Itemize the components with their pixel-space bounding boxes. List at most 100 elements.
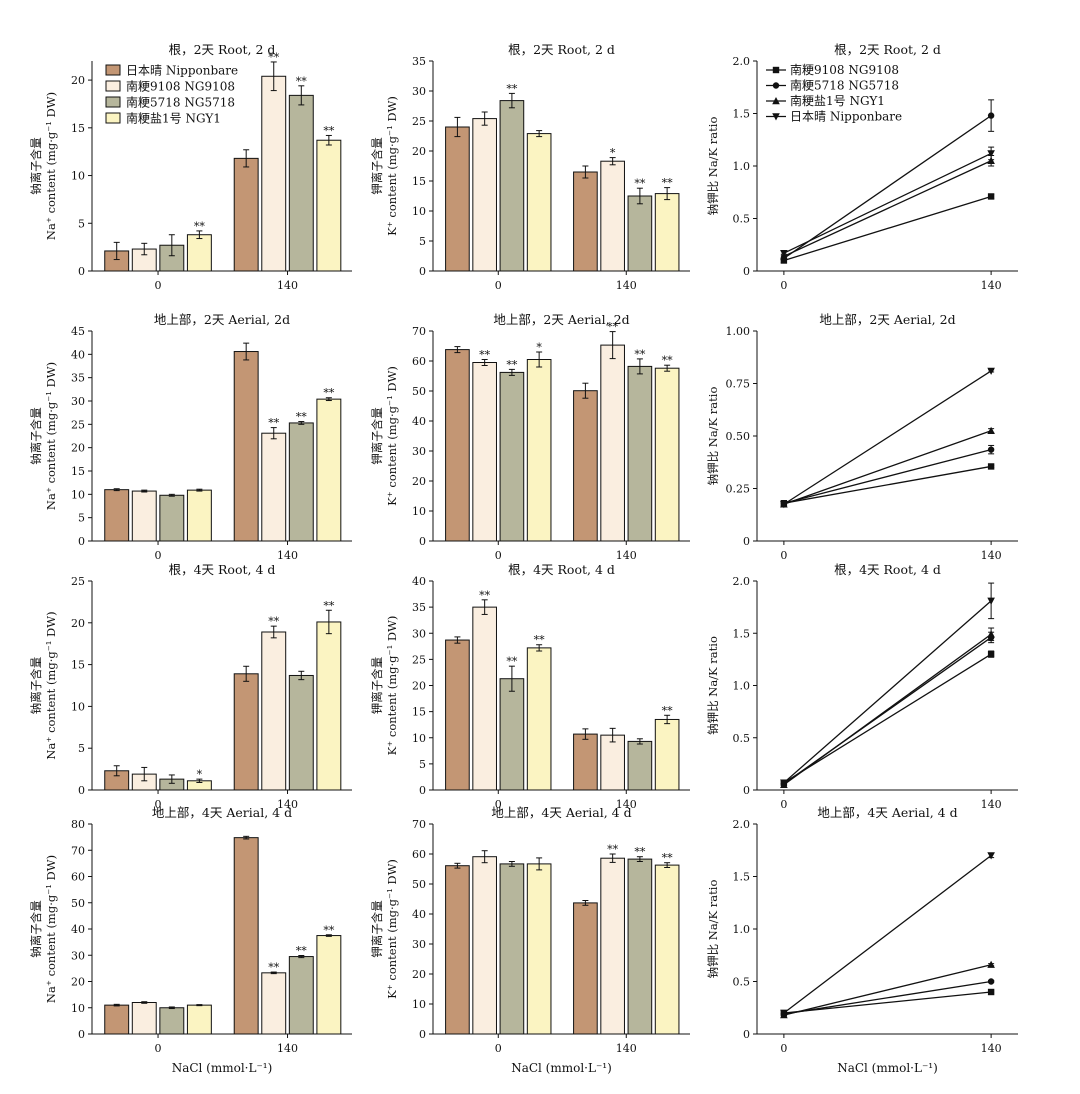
significance-label: ** xyxy=(607,321,619,334)
panel-title: 根，4天 Root, 4 d xyxy=(834,562,941,577)
y-tick-label: 60 xyxy=(412,355,426,368)
bar xyxy=(445,639,470,791)
significance-label: ** xyxy=(268,417,280,430)
y-tick-label: 50 xyxy=(412,878,426,891)
legend-swatch xyxy=(105,64,121,76)
legend-marker xyxy=(772,97,780,105)
y-tick-label: 1.5 xyxy=(733,871,751,884)
y-axis-label: 钾离子含量 xyxy=(370,407,384,465)
bar xyxy=(526,359,552,542)
y-tick-label: 30 xyxy=(412,445,426,458)
bar xyxy=(627,740,653,791)
y-tick-label: 0 xyxy=(743,784,750,797)
x-tick-label: 140 xyxy=(277,798,298,811)
y-tick-label: 45 xyxy=(71,325,85,338)
x-tick-label: 140 xyxy=(277,1042,298,1055)
y-tick-label: 30 xyxy=(412,938,426,951)
significance-label: ** xyxy=(506,358,518,371)
y-tick-label: 20 xyxy=(412,145,426,158)
y-tick-label: 25 xyxy=(71,575,85,588)
panel-title: 根，2天 Root, 2 d xyxy=(508,42,615,57)
series-line xyxy=(783,653,992,784)
panel-title: 根，2天 Root, 2 d xyxy=(834,42,941,57)
y-tick-label: 1.00 xyxy=(726,325,751,338)
y-tick-label: 60 xyxy=(412,848,426,861)
significance-label: ** xyxy=(323,387,335,400)
y-axis-label: 钠钾比 Na/K ratio xyxy=(706,636,720,735)
y-axis-label: 钠离子含量 xyxy=(29,407,43,465)
y-tick-label: 5 xyxy=(78,217,85,230)
data-point xyxy=(987,597,995,605)
y-tick-label: 0 xyxy=(78,535,85,548)
significance-label: ** xyxy=(268,615,280,628)
legend-swatch xyxy=(105,80,121,92)
y-tick-label: 20 xyxy=(71,617,85,630)
y-tick-label: 70 xyxy=(71,844,85,857)
bar xyxy=(573,902,598,1035)
significance-label: ** xyxy=(506,655,518,668)
series-line xyxy=(783,854,992,1014)
y-tick-label: 1.0 xyxy=(733,160,751,173)
y-axis-label: 钠离子含量 xyxy=(29,137,43,195)
bar xyxy=(499,371,525,542)
legend-label: 南粳盐1号 NGY1 xyxy=(126,111,221,126)
significance-label: * xyxy=(536,341,542,354)
bar xyxy=(233,351,259,542)
y-tick-label: 5 xyxy=(78,742,85,755)
y-tick-label: 2.0 xyxy=(733,55,751,68)
data-point xyxy=(987,960,995,968)
y-axis-label: 钾离子含量 xyxy=(370,137,384,195)
panel-ratio-aerial-4d: 0 0.5 1.0 1.5 2.0 0 140 地上部，4天 Aerial, 4 d 钠钾比 N… xyxy=(706,805,1018,1055)
y-tick-label: 15 xyxy=(412,175,426,188)
data-point xyxy=(987,426,995,434)
y-axis-label: 钠钾比 Na/K ratio xyxy=(706,880,720,979)
panel-title: 地上部，4天 Aerial, 4 d xyxy=(491,805,631,820)
x-tick-label: 140 xyxy=(616,1042,637,1055)
y-axis-label: 钠离子含量 xyxy=(29,657,43,715)
x-tick-label: 140 xyxy=(277,549,298,562)
y-tick-label: 40 xyxy=(412,908,426,921)
x-axis-label: NaCl (mmol·L⁻¹) xyxy=(511,1061,612,1075)
bar xyxy=(472,606,497,791)
y-tick-label: 60 xyxy=(71,871,85,884)
bar xyxy=(627,858,653,1035)
significance-label: ** xyxy=(607,843,619,856)
legend-marker xyxy=(772,113,780,121)
y-tick-label: 35 xyxy=(412,601,426,614)
series-line xyxy=(783,370,992,505)
x-axis-labels: NaCl (mmol·L⁻¹) NaCl (mmol·L⁻¹) NaCl (mmol… xyxy=(172,1061,938,1075)
series-line xyxy=(783,152,992,254)
significance-label: ** xyxy=(662,852,674,865)
y-tick-label: 15 xyxy=(71,659,85,672)
panel-title: 地上部，2天 Aerial, 2d xyxy=(493,312,629,327)
y-tick-label: 0 xyxy=(419,535,426,548)
y-tick-label: 0 xyxy=(419,784,426,797)
significance-label: ** xyxy=(634,348,646,361)
bar xyxy=(159,1007,185,1035)
panel-na-aerial-2d: 0 5 10 15 20 25 30 35 40 45 0 140 地上部，2天 Aerial, 2d *… xyxy=(29,312,352,562)
y-tick-label: 20 xyxy=(71,74,85,87)
data-point xyxy=(987,156,995,164)
panel-title: 根，4天 Root, 4 d xyxy=(508,562,615,577)
x-tick-label: 140 xyxy=(981,549,1002,562)
y-axis-label: K⁺ content (mg·g⁻¹ DW) xyxy=(385,96,399,236)
bar xyxy=(445,349,470,542)
y-tick-label: 0.5 xyxy=(733,213,751,226)
y-tick-label: 25 xyxy=(412,115,426,128)
bar xyxy=(261,631,287,791)
bar xyxy=(499,100,525,272)
bar xyxy=(573,733,598,791)
bar xyxy=(627,365,653,542)
x-tick-label: 0 xyxy=(155,798,162,811)
legend-label: 日本晴 Nipponbare xyxy=(790,110,902,124)
bar xyxy=(288,422,314,542)
legend-label: 南粳5718 NG5718 xyxy=(790,78,899,93)
bar xyxy=(316,935,342,1035)
data-point xyxy=(780,501,788,509)
y-tick-label: 10 xyxy=(412,998,426,1011)
bar xyxy=(186,234,212,272)
x-tick-label: 0 xyxy=(780,549,787,562)
y-tick-label: 2.0 xyxy=(733,818,751,831)
